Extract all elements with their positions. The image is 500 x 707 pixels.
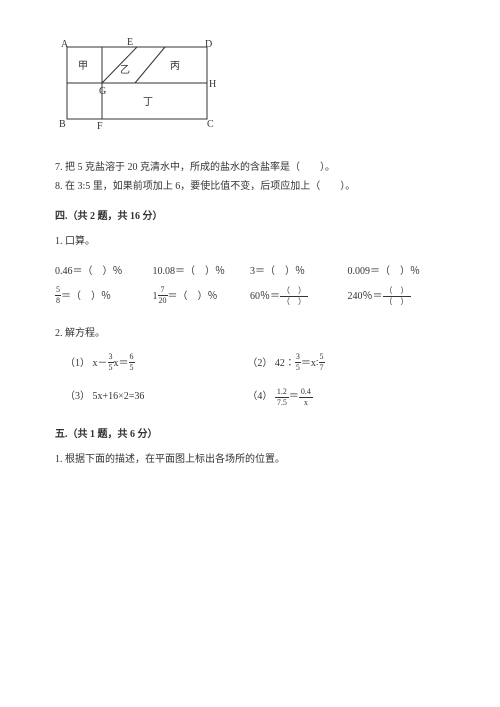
eq-2: （2） 42∶35＝x∶57 <box>247 354 429 373</box>
lbl-G: G <box>99 86 106 97</box>
calc-2-1: 58＝（ ）％ <box>55 287 153 306</box>
lbl-F: F <box>97 121 103 132</box>
eq1-f1: 35 <box>108 353 114 372</box>
lbl-jia: 甲 <box>78 61 88 72</box>
calc-2-3-pre: 60％＝ <box>250 291 280 302</box>
calc-2-3: 60％＝（ ）（ ） <box>250 287 348 306</box>
lbl-A: A <box>61 39 69 50</box>
calc-1-4: 0.009＝（ ）％ <box>348 262 446 277</box>
eq-3: （3） 5x+16×2=36 <box>65 387 247 406</box>
calc-1-1: 0.46＝（ ）％ <box>55 262 153 277</box>
eq2-f2: 57 <box>319 353 325 372</box>
eq2-pre: （2） 42∶ <box>247 358 295 369</box>
calc-1-2: 10.08＝（ ）％ <box>153 262 251 277</box>
lbl-E: E <box>127 37 133 48</box>
calc-2-2: 1720＝（ ）％ <box>153 287 251 306</box>
diagram-svg: A E D B F G H C 甲 乙 丙 丁 <box>55 35 225 135</box>
eq-row-1: （1） x－35x＝65 （2） 42∶35＝x∶57 <box>65 354 445 373</box>
question-7: 7. 把 5 克盐溶于 20 克清水中，所成的盐水的含盐率是（ ）。 <box>55 160 445 176</box>
frac-blank-2: （ ）（ ） <box>383 287 411 306</box>
calc-row-1: 0.46＝（ ）％ 10.08＝（ ）％ 3＝（ ）％ 0.009＝（ ）％ <box>55 262 445 277</box>
eq2-f1: 35 <box>295 353 301 372</box>
lbl-bing: 丙 <box>170 61 180 72</box>
eq-4: （4） 1.27.5＝0.4x <box>247 387 429 406</box>
eq4-f1: 1.27.5 <box>275 388 289 407</box>
calc-2-4: 240％＝（ ）（ ） <box>348 287 446 306</box>
calc-2-2-tail: ＝（ ）％ <box>168 291 218 302</box>
eq1-f2: 65 <box>129 353 135 372</box>
s4q1-title: 1. 口算。 <box>55 232 445 247</box>
lbl-yi: 乙 <box>120 64 130 76</box>
eq-row-2: （3） 5x+16×2=36 （4） 1.27.5＝0.4x <box>65 387 445 406</box>
eq1-mid: x＝ <box>114 358 129 369</box>
question-8: 8. 在 3:5 里，如果前项加上 6，要使比值不变，后项应加上（ ）。 <box>55 179 445 195</box>
section-5-title: 五.（共 1 题，共 6 分） <box>55 425 445 440</box>
eq1-pre: （1） x－ <box>65 358 108 369</box>
lbl-C: C <box>207 119 214 130</box>
frac-5-8: 58 <box>55 286 61 305</box>
lbl-ding: 丁 <box>143 97 153 108</box>
eq-1: （1） x－35x＝65 <box>65 354 247 373</box>
lbl-H: H <box>209 79 216 90</box>
section-4-title: 四.（共 2 题，共 16 分） <box>55 207 445 222</box>
lbl-D: D <box>205 39 212 50</box>
calc-1-3: 3＝（ ）％ <box>250 262 348 277</box>
calc-row-2: 58＝（ ）％ 1720＝（ ）％ 60％＝（ ）（ ） 240％＝（ ）（ ） <box>55 287 445 306</box>
geometry-diagram: A E D B F G H C 甲 乙 丙 丁 <box>55 35 445 135</box>
lbl-B: B <box>59 119 66 130</box>
calc-2-4-pre: 240％＝ <box>348 291 383 302</box>
calc-2-1-tail: ＝（ ）％ <box>61 291 111 302</box>
eq4-pre: （4） <box>247 391 275 402</box>
eq2-mid: ＝x∶ <box>301 358 319 369</box>
eq4-f2: 0.4x <box>299 388 313 407</box>
frac-blank-1: （ ）（ ） <box>280 287 308 306</box>
frac-7-20: 720 <box>158 286 168 305</box>
eq4-mid: ＝ <box>289 391 299 402</box>
s4q2-title: 2. 解方程。 <box>55 324 445 339</box>
s5q1-title: 1. 根据下面的描述，在平面图上标出各场所的位置。 <box>55 450 445 465</box>
